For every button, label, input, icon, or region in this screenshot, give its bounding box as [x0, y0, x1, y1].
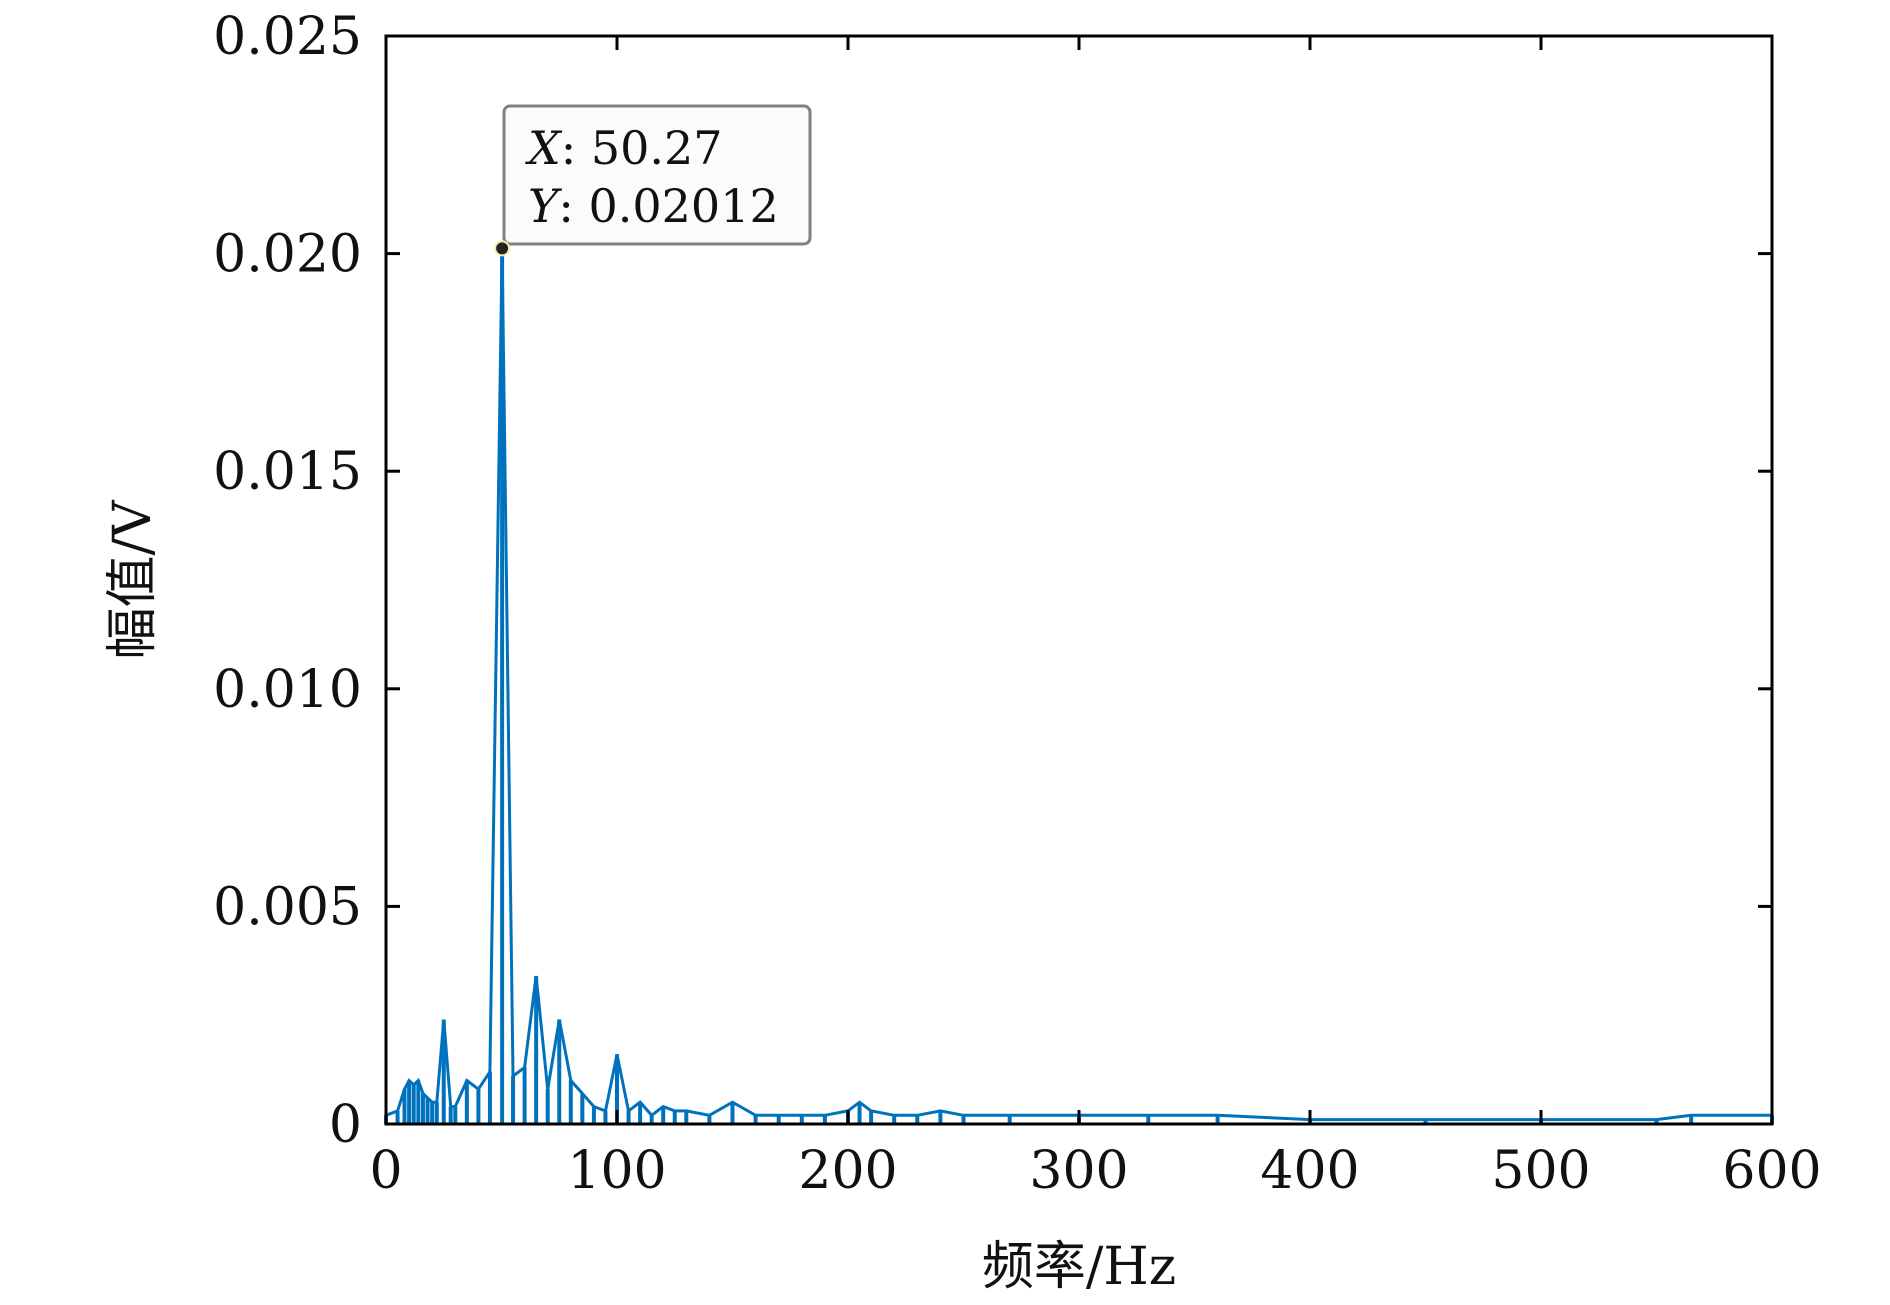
y-tick-label: 0.005 — [213, 877, 362, 937]
datatip-y-line: Y: 0.02012 — [528, 179, 779, 233]
x-tick-label: 600 — [1722, 1141, 1821, 1201]
ticks-layer: 0 100 200 300 400 500 600 0 0.005 0.010 0.015 0.020… — [213, 7, 1822, 1201]
datatip-x-line: X: 50.27 — [525, 121, 723, 175]
x-tick-label: 400 — [1260, 1141, 1359, 1201]
spectrum-layer — [384, 248, 1774, 1124]
y-tick-label: 0 — [329, 1095, 362, 1155]
datatip-y-sep: : — [558, 179, 588, 233]
x-axis-label: 频率/Hz — [982, 1237, 1176, 1297]
x-tick-label: 100 — [567, 1141, 666, 1201]
y-tick-label: 0.010 — [213, 660, 362, 720]
datatip-x-value: 50.27 — [591, 121, 723, 175]
datatip[interactable]: X: 50.27 Y: 0.02012 — [494, 104, 812, 257]
y-tick-label: 0.025 — [213, 7, 362, 67]
y-tick-label: 0.020 — [213, 225, 362, 285]
datatip-marker — [494, 240, 511, 257]
datatip-y-label: Y — [528, 179, 563, 233]
datatip-box — [502, 104, 812, 246]
x-tick-label: 500 — [1491, 1141, 1590, 1201]
y-axis-label: 幅值/V — [103, 499, 163, 660]
datatip-y-value: 0.02012 — [589, 179, 779, 233]
datatip-x-sep: : — [561, 121, 591, 175]
x-tick-label: 0 — [369, 1141, 402, 1201]
spectrum-line — [385, 248, 1772, 1122]
datatip-x-label: X — [525, 121, 563, 175]
x-tick-label: 300 — [1029, 1141, 1128, 1201]
y-tick-label: 0.015 — [213, 442, 362, 502]
x-tick-label: 200 — [798, 1141, 897, 1201]
